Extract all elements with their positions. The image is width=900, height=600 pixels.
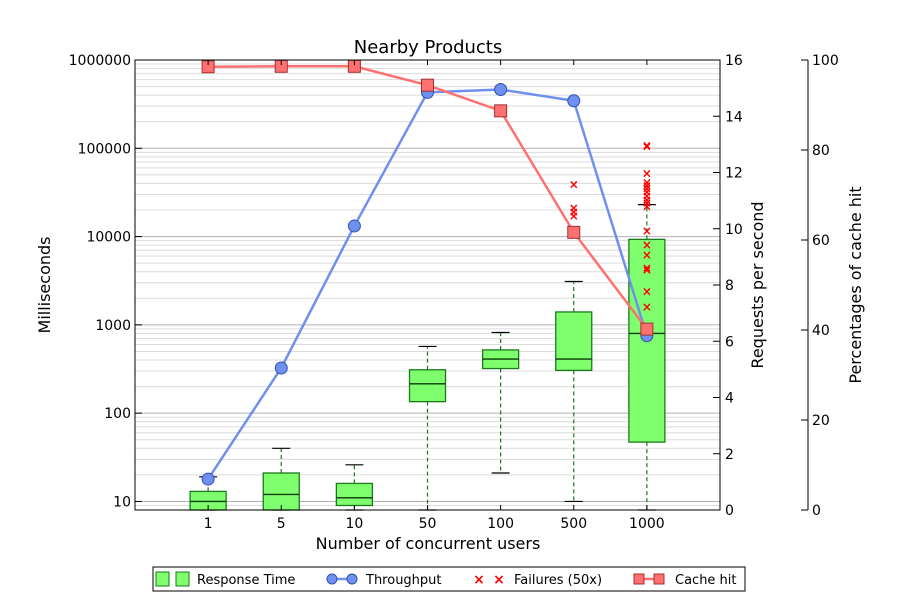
y-right2-axis-label: Percentages of cache hit <box>846 186 865 383</box>
legend-cache-hit-marker-2 <box>653 573 665 585</box>
legend-failures-marker-1: × <box>473 572 485 588</box>
y-right1-axis-label: Requests per second <box>748 201 767 368</box>
legend-response-time: Response Time <box>197 573 295 588</box>
failure-markers: ×××××××××××××××××××××× <box>569 138 652 314</box>
failure-marker: × <box>642 175 652 189</box>
failure-marker: × <box>642 263 652 277</box>
x-tick-label: 1000 <box>629 516 665 532</box>
y-left-tick-label: 1000000 <box>69 53 131 69</box>
x-tick-label: 1 <box>204 516 213 532</box>
x-tick-label: 500 <box>560 516 587 532</box>
failure-marker: × <box>642 189 652 203</box>
failure-marker: × <box>642 238 652 252</box>
y-left-axis-label: Milliseconds <box>35 237 54 334</box>
point-5 <box>274 361 288 375</box>
legend-throughput-marker-1 <box>326 573 338 585</box>
failure-marker: × <box>642 300 652 314</box>
failure-marker: × <box>642 261 652 275</box>
legend-failures-marker-2: × <box>493 572 505 588</box>
box-5 <box>262 447 300 511</box>
legend-response-time-swatch-2 <box>175 571 190 587</box>
x-tick-label: 5 <box>277 516 286 532</box>
y-right1-tick-label: 4 <box>725 391 734 407</box>
box-10 <box>335 464 374 511</box>
failure-marker: × <box>642 224 652 238</box>
legend-response-time-swatch-1 <box>155 571 170 587</box>
line-series <box>201 59 654 486</box>
y-right2-tick-label: 100 <box>812 53 839 69</box>
failure-marker: × <box>642 196 652 210</box>
x-tick-label: 50 <box>419 516 437 532</box>
cache-hit-series <box>201 59 654 336</box>
failure-marker: × <box>642 193 652 207</box>
y-right1-tick-label: 8 <box>725 278 734 294</box>
legend: Response Time Throughput × × Failures (5… <box>152 566 746 592</box>
point-100 <box>494 83 508 97</box>
failure-marker: × <box>642 185 652 199</box>
box-500 <box>555 280 593 503</box>
failure-marker: × <box>569 205 579 219</box>
x-tick-label: 100 <box>487 516 514 532</box>
failure-marker: × <box>642 182 652 196</box>
point-500 <box>567 94 581 108</box>
y-left-tick-label: 100 <box>104 406 131 422</box>
failure-marker: × <box>642 138 652 152</box>
point-1 <box>201 472 215 486</box>
legend-cache-hit: Cache hit <box>675 573 737 588</box>
legend-throughput: Throughput <box>365 573 442 588</box>
point-100 <box>494 104 508 118</box>
box-body <box>555 311 593 372</box>
y-right2-tick-label: 60 <box>812 233 830 249</box>
box-100 <box>481 331 520 474</box>
y-right1-tick-label: 12 <box>725 166 743 182</box>
y-right1-tick-label: 14 <box>725 109 743 125</box>
failure-marker: × <box>569 177 579 191</box>
box-body <box>262 472 300 511</box>
chart-title: Nearby Products <box>354 37 503 58</box>
legend-failures: Failures (50x) <box>514 573 602 588</box>
box-body <box>335 482 374 507</box>
box-50 <box>408 345 447 511</box>
x-axis-label: Number of concurrent users <box>316 534 541 553</box>
y-right2-tick-label: 20 <box>812 413 830 429</box>
y-right1-tick-label: 0 <box>725 503 734 519</box>
y-right1-tick-label: 16 <box>725 53 743 69</box>
y-right1-tick-label: 10 <box>725 222 743 238</box>
failure-marker: × <box>642 284 652 298</box>
legend-cache-hit-marker-1 <box>633 573 645 585</box>
point-1000 <box>640 322 654 336</box>
point-500 <box>567 225 581 239</box>
failure-marker: × <box>642 166 652 180</box>
point-50 <box>421 78 434 92</box>
failure-marker: × <box>569 201 579 215</box>
failure-marker: × <box>642 248 652 262</box>
y-left-tick-label: 1000 <box>95 318 131 334</box>
failure-marker: × <box>642 139 652 153</box>
y-right2-tick-label: 80 <box>812 143 830 159</box>
y-right2-tick-label: 40 <box>812 323 830 339</box>
x-tick-label: 10 <box>345 516 363 532</box>
point-10 <box>347 219 361 233</box>
y-left-tick-label: 10000 <box>86 230 131 246</box>
y-left-tick-label: 10 <box>113 494 131 510</box>
y-right2-tick-label: 0 <box>812 503 821 519</box>
throughput-series <box>201 83 654 486</box>
y-right1-tick-label: 2 <box>725 447 734 463</box>
legend-throughput-marker-2 <box>346 573 358 585</box>
failure-marker: × <box>642 199 652 213</box>
y-left-tick-label: 100000 <box>78 141 131 157</box>
y-right1-tick-label: 6 <box>725 334 734 350</box>
box-body <box>408 369 447 403</box>
failure-marker: × <box>569 209 579 223</box>
failure-marker: × <box>642 178 652 192</box>
axes: 1 5 10 50 100 500 1000101001000100001000001000… <box>69 53 839 532</box>
response-time-boxes <box>189 204 666 511</box>
